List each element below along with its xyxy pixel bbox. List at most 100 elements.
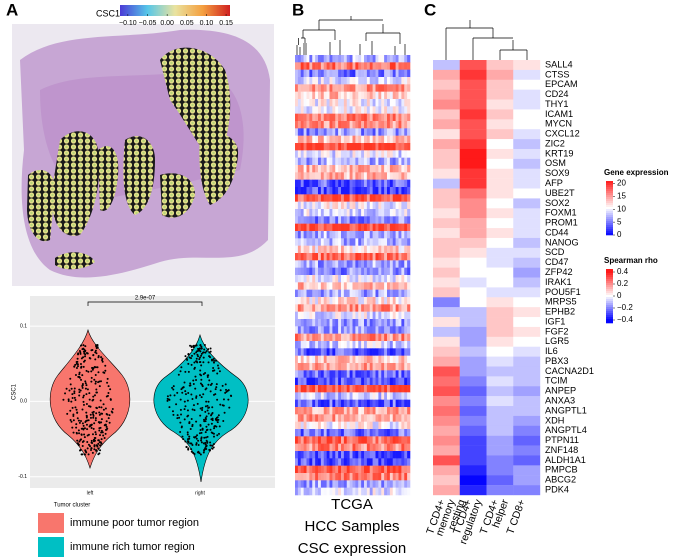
- jitter-point: [199, 382, 202, 385]
- gene-label: PTPN11: [545, 435, 579, 445]
- jitter-point: [190, 354, 193, 357]
- heat-texture: [300, 443, 304, 452]
- jitter-point: [199, 424, 202, 427]
- jitter-point: [212, 446, 215, 449]
- colorbar-step: [606, 199, 613, 202]
- heat-texture: [312, 348, 316, 356]
- heat-texture: [295, 363, 299, 371]
- heat-texture: [372, 187, 376, 195]
- heat-texture: [300, 414, 304, 422]
- heat-texture: [309, 150, 313, 158]
- heat-texture: [338, 99, 342, 107]
- heat-texture: [401, 399, 405, 408]
- jitter-point: [199, 373, 202, 376]
- heat-texture: [404, 231, 408, 239]
- jitter-point: [79, 363, 82, 366]
- heatmap-cell: [459, 237, 487, 249]
- heat-texture: [323, 451, 327, 459]
- jitter-point: [71, 406, 74, 409]
- heat-texture: [323, 473, 327, 481]
- heat-texture: [303, 179, 307, 188]
- heat-texture: [369, 69, 373, 78]
- heat-texture: [349, 245, 353, 254]
- heat-texture: [404, 179, 408, 188]
- heat-texture: [346, 260, 350, 268]
- heat-texture: [366, 333, 371, 342]
- heat-texture: [375, 231, 379, 239]
- heat-texture: [352, 55, 356, 63]
- jitter-point: [95, 449, 98, 452]
- heat-texture: [309, 385, 313, 393]
- heat-texture: [326, 157, 330, 166]
- heat-texture: [349, 172, 353, 180]
- heat-texture: [320, 209, 325, 217]
- heat-texture: [375, 157, 379, 166]
- jitter-point: [183, 381, 186, 384]
- heat-texture: [306, 451, 310, 459]
- heat-texture: [312, 311, 316, 320]
- heat-texture: [361, 209, 365, 217]
- heat-texture: [335, 451, 339, 459]
- heat-texture: [346, 194, 350, 202]
- jitter-point: [200, 364, 203, 367]
- heat-texture: [375, 113, 379, 122]
- heatmap-cell: [459, 208, 487, 219]
- jitter-point: [197, 439, 200, 442]
- heat-texture: [326, 69, 330, 78]
- heat-texture: [306, 260, 310, 268]
- heat-texture: [303, 385, 307, 393]
- heat-texture: [346, 245, 350, 254]
- heat-texture: [387, 150, 391, 158]
- heat-texture: [297, 231, 302, 239]
- heat-texture: [398, 231, 402, 239]
- heat-texture: [404, 275, 408, 283]
- heat-texture: [355, 223, 359, 232]
- heatmap-cell: [433, 297, 460, 308]
- heat-texture: [338, 275, 342, 283]
- heat-texture: [320, 275, 325, 283]
- heat-texture: [375, 451, 379, 459]
- heat-texture: [378, 143, 382, 151]
- heat-texture: [329, 341, 333, 349]
- heat-texture: [309, 121, 313, 129]
- heat-texture: [318, 297, 322, 305]
- heat-texture: [358, 275, 362, 283]
- heat-texture: [329, 355, 333, 364]
- heat-texture: [366, 392, 371, 400]
- gene-label: UBE2T: [545, 188, 575, 198]
- heat-texture: [398, 333, 402, 342]
- heat-texture: [392, 399, 396, 408]
- heat-texture: [398, 91, 402, 100]
- heat-texture: [335, 326, 339, 334]
- heat-texture: [295, 179, 299, 188]
- heat-texture: [361, 179, 365, 188]
- heat-texture: [303, 436, 307, 444]
- heat-texture: [398, 385, 402, 393]
- jitter-point: [76, 417, 79, 420]
- gene-label: CTSS: [545, 69, 570, 79]
- heat-texture: [332, 487, 336, 496]
- heat-texture: [401, 231, 405, 239]
- heat-texture: [389, 223, 394, 232]
- heat-texture: [369, 348, 373, 356]
- heat-texture: [343, 341, 348, 349]
- heat-texture: [378, 311, 382, 320]
- heat-texture: [349, 436, 353, 444]
- jitter-point: [79, 420, 82, 423]
- heat-texture: [401, 99, 405, 107]
- heat-texture: [346, 319, 350, 327]
- heat-texture: [349, 135, 353, 144]
- heat-texture: [326, 311, 330, 320]
- heat-texture: [401, 341, 405, 349]
- heat-texture: [306, 275, 310, 283]
- jitter-point: [84, 355, 87, 358]
- heat-texture: [312, 77, 316, 85]
- colorbar-step: [606, 209, 613, 212]
- heat-texture: [389, 84, 394, 92]
- heat-texture: [335, 165, 339, 173]
- heat-texture: [384, 194, 388, 202]
- heat-texture: [407, 421, 411, 430]
- heat-texture: [323, 165, 327, 173]
- jitter-point: [180, 366, 183, 369]
- heat-texture: [332, 91, 336, 100]
